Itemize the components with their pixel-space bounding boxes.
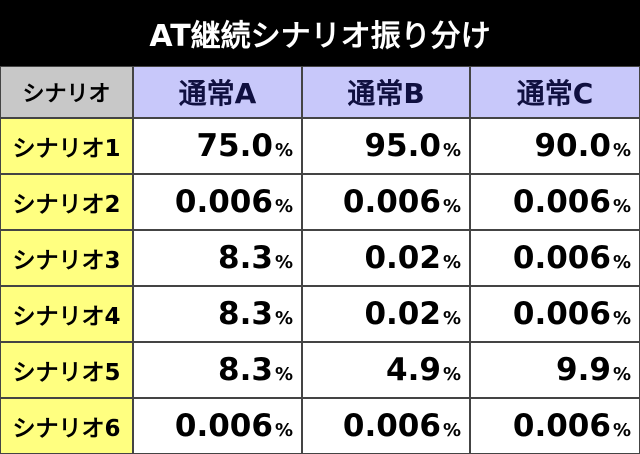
cell-value: 0.006	[512, 408, 611, 444]
cell-unit: %	[442, 252, 461, 273]
data-cell: 8.3%	[133, 342, 302, 398]
row-header: シナリオ5	[0, 342, 133, 398]
column-header: 通常C	[470, 66, 640, 118]
title: AT継続シナリオ振り分け	[0, 0, 640, 66]
data-cell: 0.02%	[302, 230, 470, 286]
data-cell: 0.02%	[302, 286, 470, 342]
corner-header: シナリオ	[0, 66, 133, 118]
row-header: シナリオ2	[0, 174, 133, 230]
cell-unit: %	[442, 420, 461, 441]
cell-unit: %	[274, 140, 293, 161]
cell-value: 90.0	[534, 128, 611, 164]
cell-value: 0.02	[364, 240, 441, 276]
cell-value: 0.006	[342, 184, 441, 220]
cell-unit: %	[274, 420, 293, 441]
data-cell: 0.006%	[470, 230, 640, 286]
cell-value: 0.006	[512, 296, 611, 332]
cell-value: 8.3	[218, 240, 273, 276]
row-header: シナリオ4	[0, 286, 133, 342]
cell-value: 0.006	[174, 408, 273, 444]
data-cell: 8.3%	[133, 286, 302, 342]
cell-unit: %	[442, 308, 461, 329]
data-cell: 0.006%	[470, 174, 640, 230]
cell-value: 0.006	[512, 184, 611, 220]
cell-unit: %	[612, 140, 631, 161]
cell-unit: %	[274, 308, 293, 329]
row-header: シナリオ3	[0, 230, 133, 286]
cell-unit: %	[612, 420, 631, 441]
table: シナリオ 通常A 通常B 通常C シナリオ1 75.0% 95.0% 90.0% シナリオ2 0.…	[0, 66, 640, 454]
data-cell: 8.3%	[133, 230, 302, 286]
data-cell: 0.006%	[133, 174, 302, 230]
data-cell: 75.0%	[133, 118, 302, 174]
row-header: シナリオ1	[0, 118, 133, 174]
cell-unit: %	[274, 364, 293, 385]
data-cell: 9.9%	[470, 342, 640, 398]
cell-unit: %	[274, 252, 293, 273]
cell-unit: %	[442, 196, 461, 217]
cell-value: 8.3	[218, 296, 273, 332]
cell-value: 8.3	[218, 352, 273, 388]
data-cell: 90.0%	[470, 118, 640, 174]
data-cell: 95.0%	[302, 118, 470, 174]
cell-value: 0.006	[342, 408, 441, 444]
cell-value: 0.006	[174, 184, 273, 220]
cell-unit: %	[612, 252, 631, 273]
column-header: 通常A	[133, 66, 302, 118]
cell-unit: %	[442, 140, 461, 161]
cell-value: 0.006	[512, 240, 611, 276]
cell-value: 9.9	[556, 352, 611, 388]
data-cell: 4.9%	[302, 342, 470, 398]
cell-unit: %	[274, 196, 293, 217]
row-header: シナリオ6	[0, 398, 133, 454]
cell-unit: %	[612, 364, 631, 385]
cell-unit: %	[442, 364, 461, 385]
cell-value: 75.0	[196, 128, 273, 164]
data-cell: 0.006%	[133, 398, 302, 454]
cell-unit: %	[612, 196, 631, 217]
column-header: 通常B	[302, 66, 470, 118]
cell-value: 0.02	[364, 296, 441, 332]
data-cell: 0.006%	[302, 398, 470, 454]
cell-unit: %	[612, 308, 631, 329]
cell-value: 4.9	[386, 352, 441, 388]
data-cell: 0.006%	[470, 286, 640, 342]
cell-value: 95.0	[364, 128, 441, 164]
data-cell: 0.006%	[470, 398, 640, 454]
data-cell: 0.006%	[302, 174, 470, 230]
